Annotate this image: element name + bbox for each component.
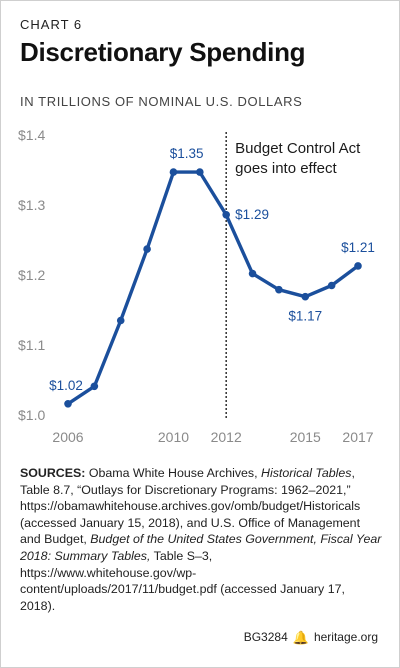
x-tick-label: 2006: [52, 429, 83, 445]
data-point: [248, 269, 257, 278]
data-point: [169, 168, 178, 176]
annotation-text: Budget Control Act: [235, 140, 361, 157]
sources-note: SOURCES: Obama White House Archives, His…: [20, 465, 382, 614]
y-tick-label: $1.4: [18, 127, 45, 143]
site-name: heritage.org: [313, 630, 378, 644]
x-tick-label: 2015: [290, 429, 321, 445]
data-point: [275, 285, 283, 294]
data-point: [196, 168, 204, 176]
data-label: $1.02: [49, 378, 83, 393]
footer: BG3284 🔔 heritage.org: [244, 630, 378, 644]
data-point: [143, 245, 151, 253]
data-point: [222, 211, 230, 219]
y-tick-label: $1.0: [18, 407, 45, 423]
sources-title-1: Historical Tables: [261, 466, 352, 480]
annotation-text: goes into effect: [235, 160, 337, 177]
report-id: BG3284: [243, 630, 288, 644]
sources-text-3: Table S–3, https://www.whitehouse.gov/wp…: [20, 548, 345, 613]
liberty-bell-icon: 🔔: [292, 629, 309, 645]
series-line: [67, 170, 360, 406]
sources-label: SOURCES:: [20, 466, 86, 480]
data-label: $1.29: [235, 207, 269, 222]
data-point: [354, 262, 362, 270]
sources-text-2: , Table 8.7, “Outlays for Discretionary …: [20, 466, 361, 547]
y-tick-label: $1.3: [18, 197, 45, 213]
data-point: [90, 382, 99, 391]
data-label: $1.35: [170, 146, 204, 161]
x-tick-label: 2017: [342, 429, 373, 445]
x-tick-label: 2010: [158, 429, 189, 445]
data-point: [327, 281, 336, 290]
y-tick-label: $1.1: [18, 337, 45, 353]
chart-number: CHART 6: [20, 17, 83, 32]
chart-subtitle: IN TRILLIONS OF NOMINAL U.S. DOLLARS: [20, 94, 303, 109]
data-label: $1.17: [288, 309, 322, 324]
data-label: $1.21: [341, 240, 375, 255]
sources-text-1: Obama White House Archives,: [85, 466, 262, 480]
chart-title: Discretionary Spending: [20, 37, 306, 67]
sources-title-2: Budget of the United States Government, …: [20, 532, 382, 563]
line-chart: $1.0 $1.1 $1.2 $1.3 $1.4 2006 2010 2012 2015 2017…: [18, 127, 375, 445]
data-point: [116, 316, 125, 325]
y-tick-label: $1.2: [18, 267, 45, 283]
x-tick-label: 2012: [211, 429, 242, 445]
data-point: [301, 292, 310, 301]
data-point: [64, 400, 72, 408]
